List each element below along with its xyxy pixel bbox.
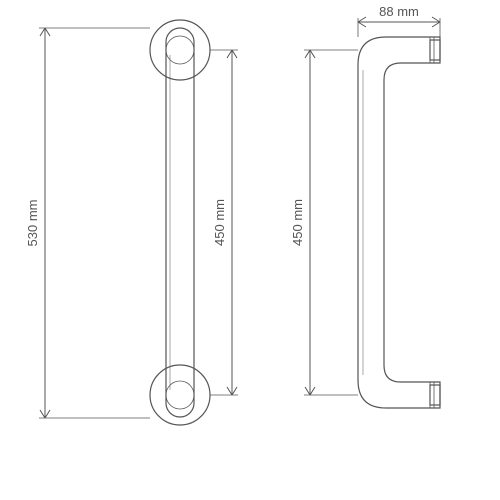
front-flange-outer	[150, 20, 210, 80]
dim-side-88: 88 mm	[379, 4, 419, 19]
side-flange	[430, 40, 440, 60]
dim-side-450: 450 mm	[290, 199, 305, 246]
dim-front-530: 530 mm	[25, 200, 40, 247]
dim-front-450: 450 mm	[212, 199, 227, 246]
front-flange-outer	[150, 365, 210, 425]
side-flange	[430, 385, 440, 405]
side-bar	[358, 37, 440, 408]
